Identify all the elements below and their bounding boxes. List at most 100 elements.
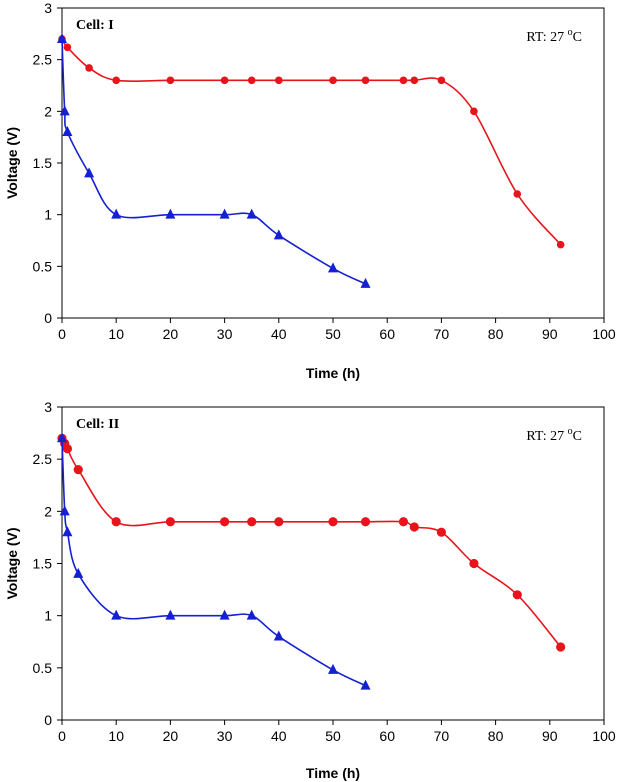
- data-point: [220, 76, 229, 85]
- x-tick-label: 10: [108, 326, 124, 342]
- series-line-blue-triangles: [61, 438, 366, 687]
- x-axis-title: Time (h): [306, 765, 360, 781]
- data-point: [513, 190, 522, 198]
- chart-panel-1: 00.511.522.530 10 20 30 40 50 60 70 80 90 100Time …: [4, 0, 616, 381]
- y-tick-label: 3: [44, 399, 52, 415]
- temperature-annotation: RT: 27 oC: [526, 27, 582, 45]
- x-tick-label: 100: [592, 728, 616, 744]
- data-point: [360, 277, 371, 288]
- y-tick-label: 2.5: [33, 451, 53, 467]
- data-point: [111, 609, 122, 620]
- data-point: [273, 229, 284, 240]
- data-point: [165, 517, 175, 527]
- x-tick-label: 70: [434, 728, 450, 744]
- x-tick-label: 90: [542, 326, 558, 342]
- data-point: [57, 432, 67, 443]
- x-axis-title: Time (h): [306, 365, 360, 381]
- data-point: [165, 208, 176, 219]
- series-line-red-circles: [61, 38, 562, 246]
- data-point: [246, 208, 257, 219]
- data-point: [111, 208, 122, 219]
- y-tick-label: 2: [44, 503, 52, 519]
- data-point: [436, 527, 446, 537]
- x-tick-label: 30: [217, 326, 233, 342]
- data-point: [275, 76, 283, 85]
- series-line-blue-triangles: [61, 38, 366, 285]
- y-tick-label: 0.5: [33, 660, 53, 676]
- x-tick-label: 50: [325, 728, 341, 744]
- x-tick-label: 90: [542, 728, 558, 744]
- x-tick-label: 70: [434, 326, 450, 342]
- chart-panel-2: 00.511.522.530 10 20 30 40 50 60 70 80 90 100Time …: [4, 399, 616, 781]
- data-point: [360, 679, 371, 690]
- x-tick-label: 0: [58, 326, 66, 342]
- data-point: [399, 76, 408, 85]
- data-point: [360, 517, 371, 527]
- data-point: [328, 262, 338, 273]
- x-tick-label: 30: [217, 728, 233, 744]
- data-point: [219, 609, 230, 620]
- y-tick-label: 3: [44, 0, 52, 16]
- data-point: [84, 167, 95, 178]
- y-tick-label: 2.5: [33, 52, 53, 68]
- x-tick-label: 60: [379, 728, 395, 744]
- x-tick-label: 40: [271, 326, 287, 342]
- data-point: [62, 126, 73, 136]
- data-point: [246, 609, 257, 620]
- data-point: [85, 64, 93, 72]
- x-tick-label: 20: [163, 326, 179, 342]
- data-point: [59, 505, 70, 516]
- y-tick-label: 0: [44, 712, 52, 728]
- y-tick-label: 1: [44, 207, 52, 223]
- y-tick-label: 1.5: [33, 556, 53, 572]
- data-point: [410, 76, 419, 85]
- data-point: [73, 567, 84, 578]
- data-point: [556, 642, 566, 652]
- data-point: [361, 76, 370, 85]
- x-tick-label: 80: [488, 326, 504, 342]
- x-tick-label: 100: [592, 326, 616, 342]
- temperature-annotation: RT: 27 oC: [526, 426, 582, 444]
- data-point: [274, 517, 284, 527]
- series-line-red-circles: [61, 437, 562, 648]
- data-point: [512, 590, 522, 600]
- y-tick-label: 0: [44, 310, 52, 326]
- x-tick-label: 0: [58, 728, 66, 744]
- cell-label: Cell: II: [76, 417, 119, 432]
- data-point: [247, 76, 256, 85]
- y-tick-label: 1.5: [33, 155, 53, 171]
- data-point: [111, 517, 121, 527]
- data-point: [328, 517, 338, 527]
- y-axis-title: Voltage (V): [4, 527, 20, 599]
- data-point: [166, 76, 175, 85]
- data-point: [57, 33, 67, 43]
- x-tick-label: 80: [488, 728, 504, 744]
- y-tick-label: 0.5: [33, 258, 53, 274]
- data-point: [398, 517, 409, 527]
- cell-label: Cell: I: [76, 18, 114, 33]
- x-tick-label: 40: [271, 728, 287, 744]
- data-point: [247, 517, 257, 527]
- x-tick-label: 50: [325, 326, 341, 342]
- x-tick-label: 60: [379, 326, 395, 342]
- data-point: [437, 76, 446, 85]
- data-point: [165, 609, 176, 620]
- data-point: [112, 76, 120, 85]
- data-point: [273, 630, 284, 641]
- data-point: [63, 43, 72, 52]
- data-point: [62, 444, 73, 454]
- data-point: [328, 663, 338, 674]
- data-point: [59, 105, 70, 116]
- data-point: [219, 208, 230, 219]
- y-tick-label: 2: [44, 103, 52, 119]
- data-point: [409, 522, 419, 532]
- data-point: [329, 76, 337, 85]
- data-point: [469, 558, 479, 569]
- y-axis-title: Voltage (V): [4, 127, 20, 199]
- x-tick-label: 10: [108, 728, 124, 744]
- data-point: [62, 526, 73, 537]
- data-point: [220, 517, 230, 527]
- y-tick-label: 1: [44, 608, 52, 624]
- data-point: [470, 107, 478, 116]
